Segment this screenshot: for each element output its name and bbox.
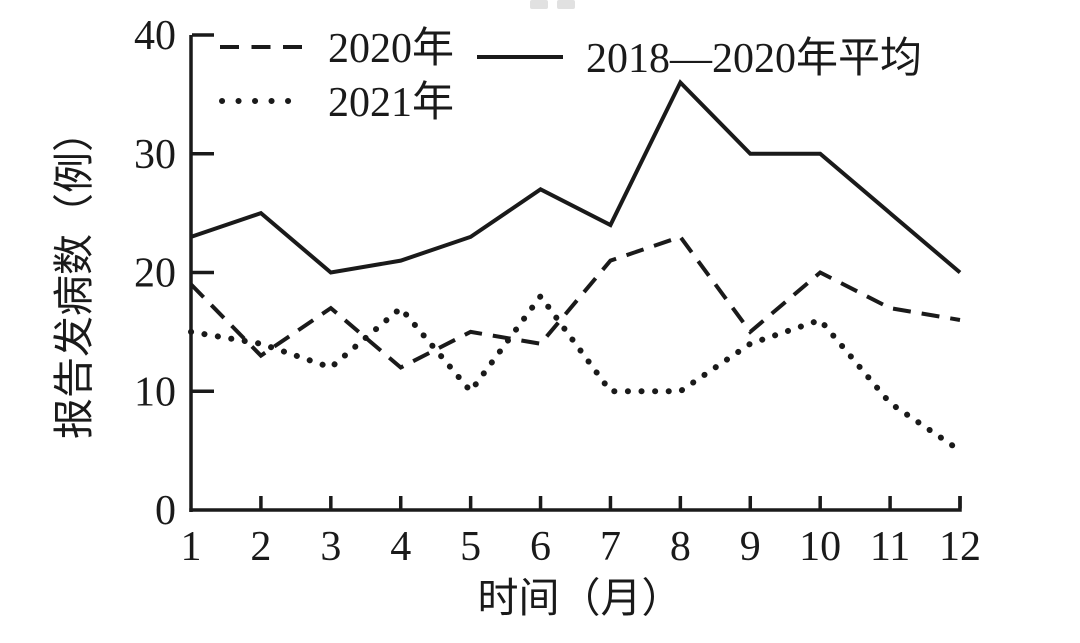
x-tick-label: 2 bbox=[250, 524, 271, 570]
x-axis-title: 时间（月） bbox=[478, 575, 683, 621]
y-axis-title: 报告发病数（例） bbox=[51, 111, 97, 439]
scan-artifact bbox=[530, 0, 548, 9]
series-line-2021年 bbox=[188, 291, 963, 454]
legend-label-2020: 2020年 bbox=[328, 25, 454, 72]
y-tick-label: 30 bbox=[134, 132, 176, 178]
x-tick-label: 12 bbox=[939, 524, 981, 570]
y-tick-label: 10 bbox=[134, 369, 176, 415]
x-tick-label: 1 bbox=[181, 524, 202, 570]
legend: 2020年 2021年 2018—2020年平均 bbox=[219, 25, 922, 126]
y-tick-label: 0 bbox=[155, 488, 176, 534]
x-tick-labels: 1 2 3 4 5 6 7 8 9 10 11 12 bbox=[181, 524, 982, 570]
y-tick-label: 20 bbox=[134, 251, 176, 297]
x-tick-label: 9 bbox=[740, 524, 761, 570]
x-tick-label: 5 bbox=[460, 524, 481, 570]
axes bbox=[189, 33, 962, 512]
series-line-2018—2020年平均 bbox=[190, 79, 962, 275]
x-tick-label: 7 bbox=[600, 524, 621, 570]
x-tick-label: 8 bbox=[670, 524, 691, 570]
series-line-2020年 bbox=[189, 234, 961, 370]
x-tick-label: 3 bbox=[320, 524, 341, 570]
scan-artifact bbox=[557, 0, 575, 9]
x-tick-label: 6 bbox=[530, 524, 551, 570]
x-tick-label: 4 bbox=[390, 524, 411, 570]
y-axis-ticks bbox=[192, 33, 214, 393]
x-axis-ticks bbox=[259, 496, 962, 509]
y-tick-label: 40 bbox=[134, 13, 176, 59]
series-lines bbox=[188, 79, 963, 454]
x-tick-label: 11 bbox=[870, 524, 910, 570]
x-tick-label: 10 bbox=[799, 524, 841, 570]
legend-label-average: 2018—2020年平均 bbox=[586, 35, 922, 82]
legend-label-2021: 2021年 bbox=[328, 79, 454, 126]
y-tick-labels: 0 10 20 30 40 bbox=[134, 13, 176, 534]
x-axis bbox=[189, 496, 962, 512]
